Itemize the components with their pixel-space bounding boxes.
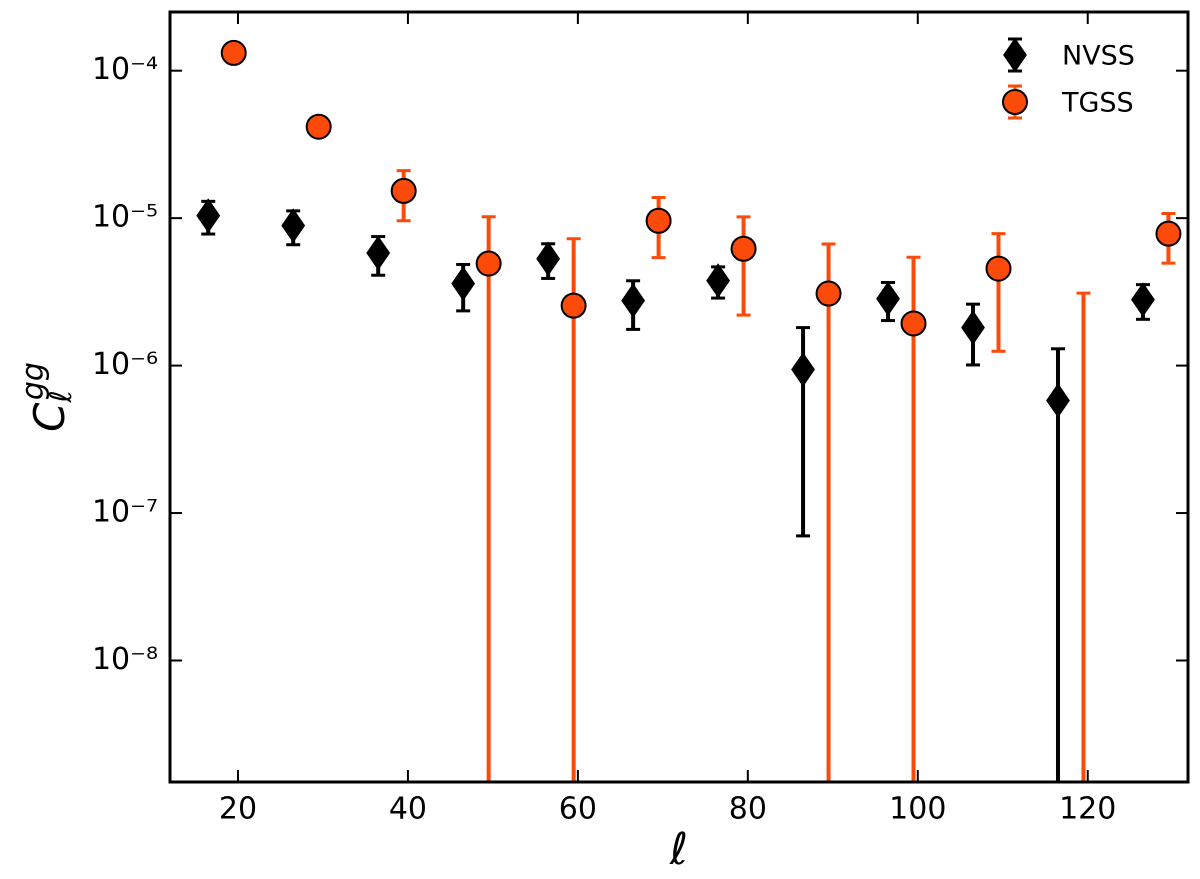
legend-marker bbox=[1003, 37, 1027, 73]
marker bbox=[985, 255, 1012, 282]
y-tick-label: 10⁻⁴ bbox=[92, 52, 158, 87]
x-axis-label: ℓ bbox=[669, 824, 688, 875]
x-tick-label: 100 bbox=[889, 792, 946, 827]
marker bbox=[560, 292, 587, 319]
marker bbox=[621, 283, 646, 318]
y-tick-label: 10⁻⁸ bbox=[92, 642, 158, 677]
y-tick-label: 10⁻⁶ bbox=[92, 347, 158, 382]
marker bbox=[475, 250, 502, 277]
y-tick-label: 10⁻⁵ bbox=[92, 200, 158, 235]
marker bbox=[791, 352, 815, 387]
x-tick-label: 40 bbox=[389, 792, 427, 827]
legend-label: NVSS bbox=[1062, 41, 1135, 72]
x-tick-label: 80 bbox=[729, 792, 767, 827]
marker bbox=[900, 310, 927, 337]
marker bbox=[536, 241, 561, 277]
marker bbox=[220, 39, 247, 66]
y-tick-label: 10⁻⁷ bbox=[92, 495, 158, 530]
marker bbox=[305, 113, 332, 140]
y-label-sub: ℓ bbox=[44, 390, 79, 403]
legend-marker bbox=[1002, 89, 1028, 115]
marker bbox=[451, 266, 476, 301]
marker bbox=[196, 198, 221, 233]
marker bbox=[366, 235, 391, 271]
data-layer bbox=[196, 39, 1182, 782]
marker bbox=[1046, 383, 1070, 418]
marker bbox=[1155, 220, 1182, 247]
x-tick-label: 120 bbox=[1059, 792, 1116, 827]
y-label-sup: gg bbox=[16, 362, 51, 400]
x-tick-label: 20 bbox=[219, 792, 257, 827]
marker bbox=[706, 263, 730, 298]
x-tick-label: 60 bbox=[559, 792, 597, 827]
marker bbox=[815, 280, 842, 307]
marker bbox=[645, 207, 672, 234]
marker bbox=[876, 281, 900, 317]
marker bbox=[961, 310, 985, 345]
plot-frame bbox=[168, 10, 1190, 784]
marker bbox=[390, 177, 417, 204]
marker bbox=[730, 235, 757, 262]
marker bbox=[1131, 282, 1155, 317]
legend-label: TGSS bbox=[1061, 88, 1134, 119]
plot-area bbox=[170, 12, 1188, 782]
y-label-base: C bbox=[25, 402, 74, 432]
y-axis-label: Cℓgg bbox=[16, 362, 79, 432]
marker bbox=[281, 208, 306, 243]
